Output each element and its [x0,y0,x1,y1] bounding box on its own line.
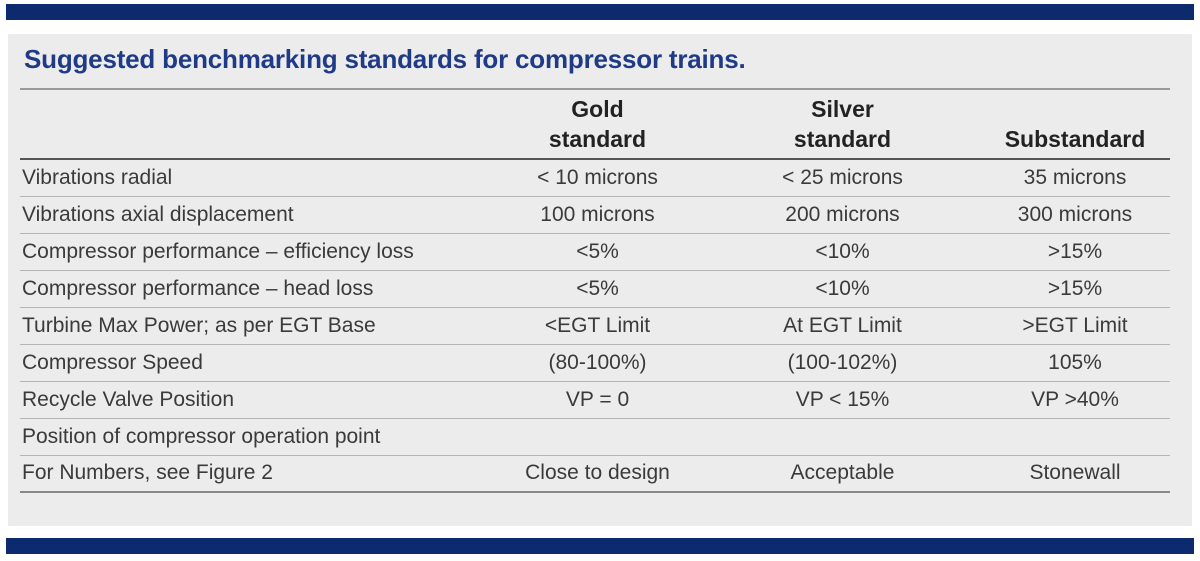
substandard-value: >EGT Limit [980,307,1170,345]
silver-value: VP < 15% [705,381,980,419]
table-row: Compressor performance – efficiency loss… [20,233,1170,271]
header-empty [20,88,490,160]
silver-value: 200 microns [705,196,980,234]
row-label: Position of compressor operation point [20,418,490,456]
gold-value: <5% [490,270,705,308]
silver-value: < 25 microns [705,159,980,197]
table-row: Position of compressor operation point [20,418,1170,456]
silver-value: At EGT Limit [705,307,980,345]
gold-value: VP = 0 [490,381,705,419]
substandard-value: >15% [980,233,1170,271]
row-label: For Numbers, see Figure 2 [20,455,490,493]
gold-value: <EGT Limit [490,307,705,345]
table-row: For Numbers, see Figure 2 Close to desig… [20,455,1170,493]
header-gold-standard: Gold standard [490,88,705,160]
row-label: Turbine Max Power; as per EGT Base [20,307,490,345]
top-rule [6,4,1194,20]
table-title: Suggested benchmarking standards for com… [24,44,746,74]
table-row: Vibrations axial displacement 100 micron… [20,196,1170,234]
gold-value: 100 microns [490,196,705,234]
row-label: Vibrations axial displacement [20,196,490,234]
row-label: Compressor performance – head loss [20,270,490,308]
substandard-value: Stonewall [980,455,1170,493]
row-label: Compressor performance – efficiency loss [20,233,490,271]
substandard-value: VP >40% [980,381,1170,419]
table-panel: Suggested benchmarking standards for com… [8,34,1192,526]
gold-value: < 10 microns [490,159,705,197]
header-silver-standard: Silver standard [705,88,980,160]
table-row: Recycle Valve Position VP = 0 VP < 15% V… [20,381,1170,419]
row-label: Recycle Valve Position [20,381,490,419]
table-row: Vibrations radial < 10 microns < 25 micr… [20,159,1170,197]
substandard-value [980,418,1170,456]
substandard-value: >15% [980,270,1170,308]
row-label: Vibrations radial [20,159,490,197]
benchmark-table: Gold standard Silver standard Substandard … [20,88,1170,493]
substandard-value: 35 microns [980,159,1170,197]
table-row: Compressor Speed (80-100%) (100-102%) 10… [20,344,1170,382]
silver-value [705,418,980,456]
substandard-value: 105% [980,344,1170,382]
substandard-value: 300 microns [980,196,1170,234]
gold-value: <5% [490,233,705,271]
table-row: Compressor performance – head loss <5% <… [20,270,1170,308]
gold-value: Close to design [490,455,705,493]
table-row: Turbine Max Power; as per EGT Base <EGT … [20,307,1170,345]
silver-value: <10% [705,233,980,271]
row-label: Compressor Speed [20,344,490,382]
silver-value: <10% [705,270,980,308]
gold-value [490,418,705,456]
bottom-rule [6,538,1194,554]
silver-value: Acceptable [705,455,980,493]
header-substandard: Substandard [980,88,1170,160]
gold-value: (80-100%) [490,344,705,382]
header-row: Gold standard Silver standard Substandard [20,88,1170,160]
silver-value: (100-102%) [705,344,980,382]
